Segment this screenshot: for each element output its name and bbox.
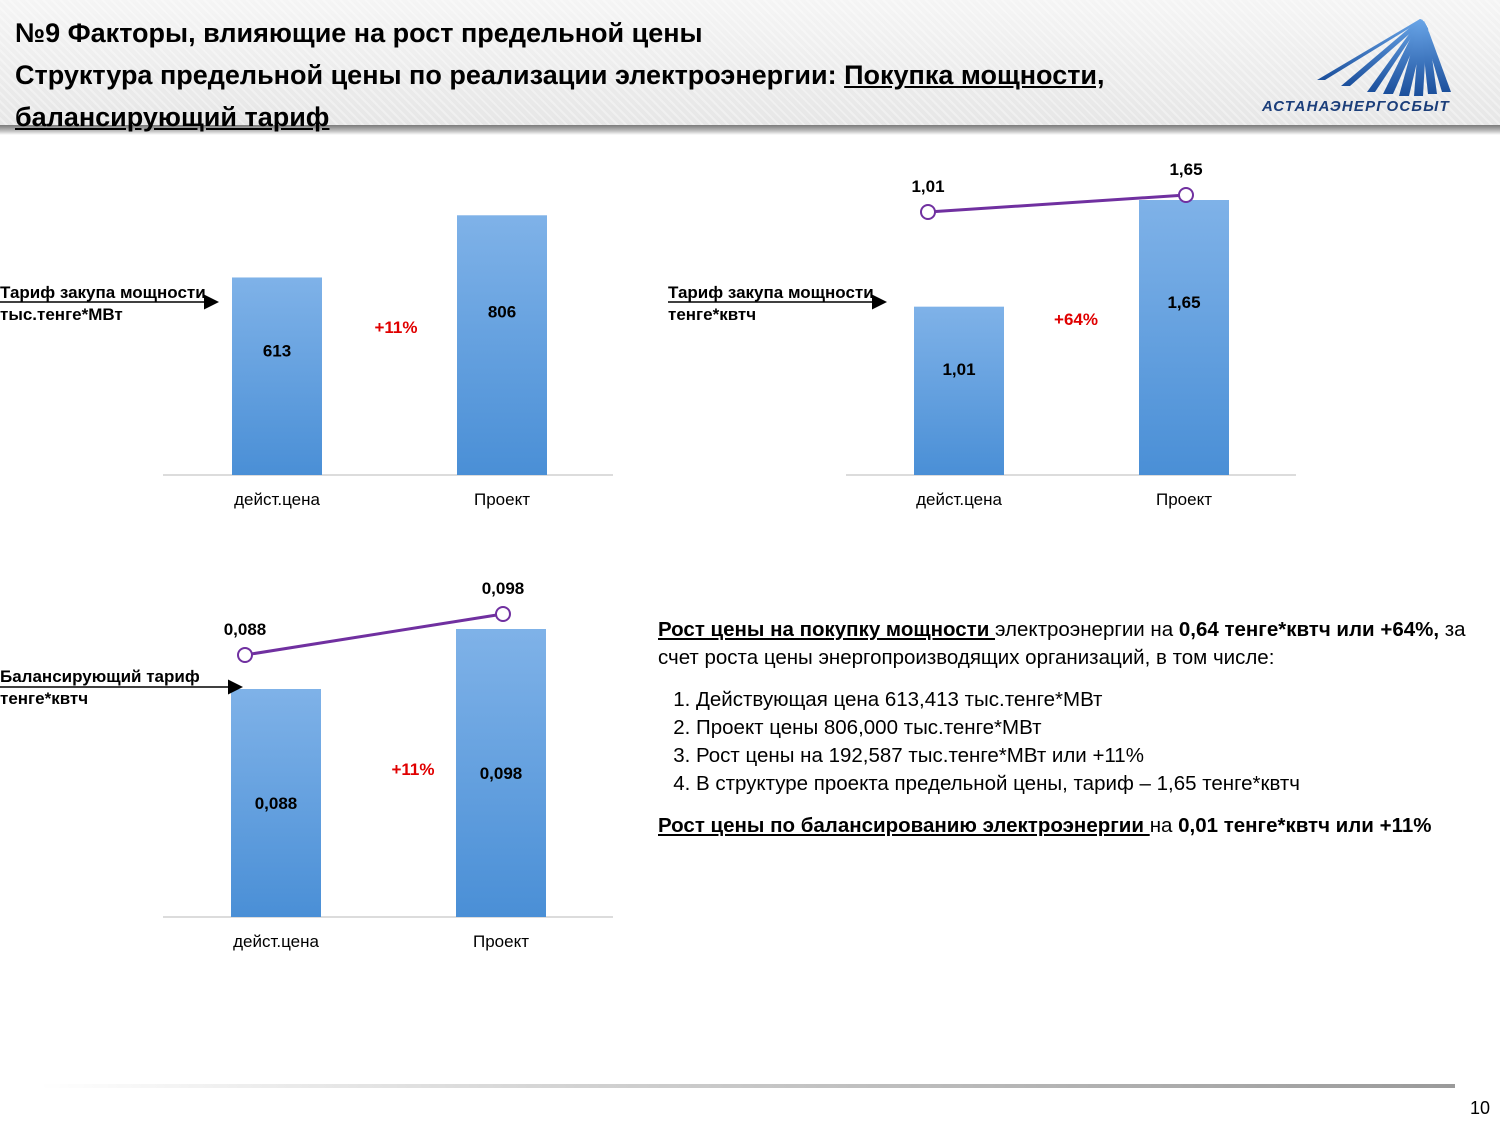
title-line-2-underlined: Покупка мощности, [844, 60, 1105, 90]
title-line-3-underlined: балансирующий тариф [15, 102, 330, 132]
chart3-trend-label: 0,088 [224, 620, 267, 639]
p1-underlined: Рост цены на покупку мощности [658, 618, 996, 641]
chart2-growth-label: +64% [1054, 310, 1098, 329]
chart3-growth-label: +11% [391, 760, 434, 779]
chart3-trend-line [244, 612, 504, 657]
p1-plain2: за счет роста цены энергопроизводящих ор… [658, 618, 1466, 669]
p2-bold: 0,01 тенге*квтч или +11% [1178, 814, 1432, 837]
chart3-category-label: дейст.цена [233, 932, 319, 951]
footer-divider [40, 1084, 1455, 1088]
paragraph-balancing: Рост цены по балансированию электроэнерг… [658, 812, 1478, 840]
title-line-3: балансирующий тариф [15, 96, 1245, 138]
chart3-bar [456, 629, 546, 917]
chart2-bar-value-label: 1,65 [1167, 293, 1200, 312]
chart2-row-label-line2: тенге*квтч [668, 305, 757, 324]
chart2-bar [1139, 200, 1229, 475]
chart1-category-label: дейст.цена [234, 490, 320, 509]
page-number: 10 [1470, 1098, 1491, 1118]
list-item: В структуре проекта предельной цены, тар… [696, 770, 1478, 798]
p1-plain1: электроэнергии на [995, 618, 1179, 641]
chart1-bar [232, 277, 322, 475]
chart1-growth-label: +11% [374, 318, 417, 337]
chart2-row-label-line1: Тариф закупа мощности [668, 283, 874, 302]
chart2-trend-point [920, 204, 936, 220]
chart2-category-label: дейст.цена [916, 490, 1002, 509]
logo-text: АСТАНАЭНЕРГОСБЫТ [1262, 98, 1450, 115]
title-line-2: Структура предельной цены по реализации … [15, 54, 1245, 96]
chart3-row-label-line2: тенге*квтч [0, 689, 89, 708]
title-line-2-plain: Структура предельной цены по реализации … [15, 60, 845, 90]
chart2-bar [914, 306, 1004, 475]
chart3-bar-value-label: 0,088 [255, 794, 298, 813]
chart1-category-label: Проект [474, 490, 530, 509]
chart3-bar [231, 689, 321, 917]
list-item: Рост цены на 192,587 тыс.тенге*МВт или +… [696, 742, 1478, 770]
chart2-trend-line [927, 193, 1187, 214]
chart2-row-label: Тариф закупа мощности тенге*квтч [668, 282, 874, 326]
chart1-row-label: Тариф закупа мощности тыс.тенге*МВт [0, 282, 206, 326]
list-item: Проект цены 806,000 тыс.тенге*МВт [696, 714, 1478, 742]
p1-bold: 0,64 тенге*квтч или +64%, [1178, 618, 1440, 641]
price-list: Действующая цена 613,413 тыс.тенге*МВт П… [658, 686, 1478, 798]
chart2-trend-label: 1,65 [1169, 160, 1202, 179]
chart1-row-label-line1: Тариф закупа мощности [0, 283, 206, 302]
chart2-bar-value-label: 1,01 [942, 360, 975, 379]
chart1-row-label-line2: тыс.тенге*МВт [0, 305, 123, 324]
list-item: Действующая цена 613,413 тыс.тенге*МВт [696, 686, 1478, 714]
chart2-trend-label: 1,01 [911, 177, 944, 196]
chart3-row-label: Балансирующий тариф тенге*квтч [0, 666, 200, 710]
p2-plain: на [1149, 814, 1179, 837]
chart2-category-label: Проект [1156, 490, 1212, 509]
chart3-trend-label: 0,098 [482, 579, 525, 598]
title-line-1: №9 Факторы, влияющие на рост предельной … [15, 18, 703, 48]
slide-title: №9 Факторы, влияющие на рост предельной … [15, 12, 1245, 138]
slide-header [0, 0, 1500, 128]
chart2-trend-point [1178, 187, 1194, 203]
chart3-trend-point [495, 606, 511, 622]
company-logo-icon [1317, 19, 1451, 96]
chart1-bar-value-label: 806 [488, 302, 516, 321]
chart1-bar [457, 215, 547, 476]
explanation-text: Рост цены на покупку мощности электроэне… [658, 616, 1478, 840]
chart3-category-label: Проект [473, 932, 529, 951]
chart3-bar-value-label: 0,098 [480, 764, 523, 783]
chart3-trend-point [237, 647, 253, 663]
paragraph-power-purchase: Рост цены на покупку мощности электроэне… [658, 616, 1478, 672]
p2-underlined: Рост цены по балансированию электроэнерг… [658, 814, 1150, 837]
chart3-row-label-line1: Балансирующий тариф [0, 667, 200, 686]
chart1-bar-value-label: 613 [263, 342, 291, 361]
header-divider [0, 125, 1500, 135]
